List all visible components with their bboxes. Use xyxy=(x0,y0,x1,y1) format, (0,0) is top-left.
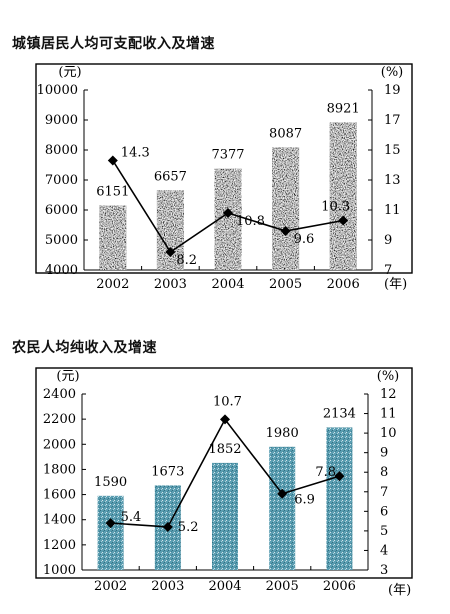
chart-frame xyxy=(35,367,413,579)
bar xyxy=(329,122,357,271)
right-tick-label: 5 xyxy=(380,524,388,539)
left-tick-label: 10000 xyxy=(37,83,78,98)
chart-2-title: 农民人均纯收入及增速 xyxy=(12,340,157,356)
growth-value-label: 5.4 xyxy=(121,510,142,525)
category-label: 2006 xyxy=(327,277,360,292)
bar-value-label: 7377 xyxy=(211,148,244,163)
right-tick-label: 4 xyxy=(380,543,388,558)
bar-value-label: 2134 xyxy=(323,406,356,421)
bar-value-label: 1980 xyxy=(266,426,299,441)
growth-point xyxy=(280,226,291,236)
growth-value-label: 7.8 xyxy=(315,465,336,480)
left-tick-label: 9000 xyxy=(45,113,78,128)
growth-value-label: 9.6 xyxy=(294,232,315,247)
bar xyxy=(272,147,300,270)
right-tick-label: 19 xyxy=(384,83,401,98)
category-label: 2005 xyxy=(269,277,302,292)
bar-value-label: 1673 xyxy=(151,464,184,479)
right-tick-label: 12 xyxy=(380,387,397,402)
growth-point xyxy=(107,155,118,166)
growth-point xyxy=(220,414,230,425)
category-label: 2003 xyxy=(154,277,187,292)
y-axis-unit: (元) xyxy=(58,65,81,80)
category-label: 2002 xyxy=(96,277,129,292)
bar xyxy=(212,462,238,570)
growth-point xyxy=(105,518,116,529)
left-tick-label: 1800 xyxy=(43,462,76,477)
category-label: 2003 xyxy=(151,579,184,594)
growth-point xyxy=(162,521,173,532)
right-tick-label: 11 xyxy=(384,203,401,218)
growth-point xyxy=(165,247,176,257)
chart-1-urban-income: 4000 5000 6000 7000 8000 9000 10000 7 9 11 13 15 17 1… xyxy=(35,63,413,292)
y-axis-unit: (元) xyxy=(56,369,79,384)
right-tick-label: 17 xyxy=(384,113,401,128)
bar xyxy=(326,427,353,570)
left-tick-label: 1400 xyxy=(43,513,76,528)
growth-value-label: 10.8 xyxy=(236,214,265,229)
left-tick-label: 1600 xyxy=(43,488,76,503)
category-label: 2002 xyxy=(94,579,127,594)
right-tick-label: 15 xyxy=(384,143,401,158)
growth-point xyxy=(223,208,233,218)
category-label: 2004 xyxy=(208,579,241,594)
category-label: 2006 xyxy=(323,579,356,594)
right-tick-label: 6 xyxy=(380,504,388,519)
bar-value-label: 1590 xyxy=(94,475,127,490)
right-tick-label: 8 xyxy=(380,465,388,480)
bar-value-label: 1852 xyxy=(208,442,241,457)
bar-value-label: 6151 xyxy=(96,184,129,199)
left-tick-label: 1200 xyxy=(43,538,76,553)
left-tick-label: 2400 xyxy=(43,387,76,402)
growth-point xyxy=(338,215,349,226)
right-tick-label: 10 xyxy=(380,426,397,441)
bar-value-label: 8087 xyxy=(269,126,302,141)
growth-value-label: 14.3 xyxy=(121,146,150,161)
chart-2-rural-income: 1000 1200 1400 1600 1800 2000 2200 2400 3 4 5 6 7 8 9 1… xyxy=(35,367,413,598)
category-label: 2005 xyxy=(266,579,299,594)
left-tick-label: 1000 xyxy=(43,563,76,578)
bar xyxy=(269,446,296,570)
left-tick-label: 7000 xyxy=(45,173,78,188)
y2-axis-unit: (%) xyxy=(381,65,404,80)
left-tick-label: 6000 xyxy=(45,203,78,218)
growth-point xyxy=(277,488,288,499)
bar-value-label: 8921 xyxy=(327,101,360,116)
growth-value-label: 8.2 xyxy=(176,253,197,268)
category-label: 2004 xyxy=(211,277,244,292)
left-tick-label: 4000 xyxy=(45,263,78,278)
left-tick-label: 5000 xyxy=(45,233,78,248)
left-tick-label: 2200 xyxy=(43,412,76,427)
y2-axis-unit: (%) xyxy=(377,369,400,384)
bar xyxy=(97,495,124,570)
right-tick-label: 9 xyxy=(380,446,388,461)
right-tick-label: 3 xyxy=(380,563,388,578)
chart-1-title: 城镇居民人均可支配收入及增速 xyxy=(12,36,215,52)
right-tick-label: 11 xyxy=(380,407,397,422)
left-tick-label: 8000 xyxy=(45,143,78,158)
growth-value-label: 10.3 xyxy=(321,200,350,215)
left-tick-label: 2000 xyxy=(43,437,76,452)
growth-value-label: 10.7 xyxy=(213,394,242,409)
x-axis-unit: (年) xyxy=(384,277,407,292)
right-tick-label: 9 xyxy=(384,233,392,248)
growth-value-label: 6.9 xyxy=(294,493,315,508)
x-axis-unit: (年) xyxy=(388,583,411,598)
right-tick-label: 7 xyxy=(380,485,388,500)
bar xyxy=(99,205,127,270)
growth-point xyxy=(334,471,345,482)
right-tick-label: 7 xyxy=(384,263,392,278)
growth-value-label: 5.2 xyxy=(178,520,199,535)
bar-value-label: 6657 xyxy=(154,169,187,184)
chart-frame xyxy=(35,63,413,274)
right-tick-label: 13 xyxy=(384,173,401,188)
